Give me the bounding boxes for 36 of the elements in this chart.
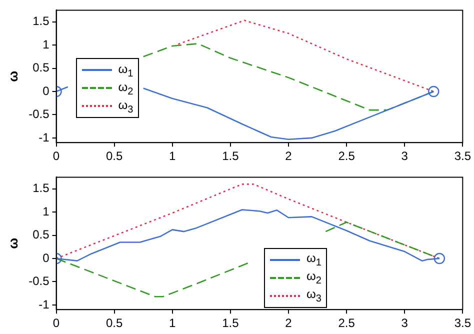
x-tick-label: 1.5: [222, 149, 240, 164]
y-tick-label: -1: [38, 297, 50, 312]
y-axis-title: ω: [5, 70, 20, 82]
y-tick-label: 1: [42, 37, 50, 52]
x-tick-label: 1: [169, 149, 176, 164]
y-tick-label: -1: [38, 130, 50, 144]
legend-label: ω$_{3}$: [306, 286, 322, 304]
x-tick-label: 0: [52, 316, 60, 330]
x-tick-label: 1.5: [222, 316, 240, 330]
x-tick-label: 3.5: [454, 316, 472, 330]
y-tick-label: -0.5: [28, 107, 50, 122]
y-tick-label: 0.5: [32, 228, 50, 242]
x-tick-label: 2.5: [338, 316, 356, 330]
y-axis-title: ω: [5, 238, 20, 249]
legend-label: ω$_{2}$: [118, 80, 134, 98]
legend-label: ω$_{2}$: [306, 268, 322, 286]
y-tick-label: 0: [42, 250, 50, 265]
legend-label: ω$_{1}$: [118, 62, 134, 80]
y-tick-label: 1.5: [32, 14, 50, 28]
x-tick-label: 2: [285, 149, 292, 164]
x-tick-label: 3: [401, 149, 408, 164]
x-tick-label: 2.5: [338, 149, 356, 164]
x-tick-label: 1: [169, 316, 176, 330]
y-tick-label: 1.5: [32, 181, 50, 196]
y-tick-label: 0: [42, 84, 50, 98]
x-tick-label: 0.5: [106, 149, 123, 164]
legend-label: ω$_{1}$: [306, 250, 322, 268]
y-tick-label: -0.5: [28, 274, 50, 288]
x-tick-label: 3: [401, 316, 408, 330]
x-tick-label: 0: [52, 149, 60, 164]
legend-label: ω$_{3}$: [118, 98, 134, 116]
x-tick-label: 2: [285, 316, 292, 330]
x-tick-label: 3.5: [454, 149, 472, 164]
y-tick-label: 1: [42, 204, 50, 218]
y-tick-label: 0.5: [32, 60, 50, 75]
x-tick-label: 0.5: [106, 316, 123, 330]
